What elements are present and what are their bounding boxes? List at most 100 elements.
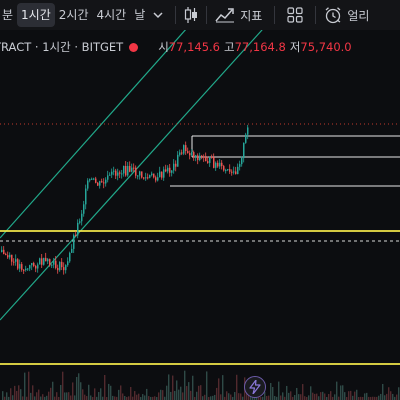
candle-body — [55, 260, 57, 268]
toolbar-divider — [274, 6, 276, 24]
volume-bar — [262, 396, 264, 400]
candle-body — [113, 170, 115, 172]
volume-bar — [198, 385, 200, 400]
volume-bar — [74, 395, 76, 400]
candle-body — [13, 261, 15, 263]
timeframe-4h[interactable]: 4시간 — [96, 8, 127, 22]
candle-body — [71, 248, 73, 253]
candle-body — [229, 169, 231, 172]
volume-bar — [94, 388, 96, 400]
volume-bar — [374, 396, 376, 400]
candle-body — [147, 177, 149, 179]
volume-bar — [162, 390, 164, 400]
top-toolbar: 분 1시간 2시간 4시간 날 지표 — [0, 0, 400, 30]
candle-body — [49, 259, 51, 266]
volume-bar — [370, 396, 372, 400]
volume-bar — [144, 395, 146, 400]
candle-body — [83, 204, 85, 214]
volume-bar — [218, 378, 220, 400]
volume-bar — [58, 396, 60, 400]
volume-bar — [394, 396, 396, 400]
candle-body — [61, 261, 63, 268]
volume-bar — [316, 393, 318, 400]
candle-body — [197, 155, 199, 161]
volume-bar — [212, 395, 214, 400]
volume-bar — [324, 393, 326, 400]
volume-bar — [4, 396, 6, 400]
volume-bar — [320, 392, 322, 400]
volume-bar — [12, 395, 14, 400]
volume-bar — [216, 387, 218, 400]
symbol-title[interactable]: TRACT · 1시간 · BITGET — [0, 40, 124, 54]
candle-body — [31, 262, 33, 266]
volume-bar — [356, 389, 358, 400]
volume-bar — [90, 395, 92, 400]
candle-body — [145, 177, 147, 179]
candle-body — [69, 252, 71, 262]
candle-body — [79, 221, 81, 223]
chevron-down-icon[interactable] — [149, 11, 167, 19]
volume-bar — [10, 388, 12, 400]
high-value: 77,164.8 — [234, 40, 286, 54]
candle-body — [101, 181, 103, 183]
candle-body — [193, 152, 195, 158]
candle-body — [211, 156, 213, 158]
volume-bar — [48, 391, 50, 400]
market-status-dot[interactable] — [129, 42, 139, 52]
timeframe-minute[interactable]: 분 — [2, 8, 14, 22]
candle-body — [161, 171, 163, 178]
volume-bar — [188, 382, 190, 400]
toolbar-divider — [175, 6, 177, 24]
volume-bar — [138, 393, 140, 400]
timeframe-day[interactable]: 날 — [134, 8, 146, 22]
lightning-icon[interactable] — [244, 376, 266, 398]
volume-bar — [368, 396, 370, 400]
candle-body — [157, 177, 159, 181]
volume-bar — [272, 386, 274, 400]
candle-body — [149, 175, 151, 178]
volume-bar — [310, 386, 312, 400]
candle-body — [93, 178, 95, 180]
volume-bar — [136, 394, 138, 400]
volume-bar — [112, 395, 114, 400]
volume-bar — [98, 392, 100, 400]
open-label: 시 — [158, 40, 169, 54]
alert-button[interactable]: 얼리 — [324, 6, 369, 24]
open-value: 77,145.6 — [168, 40, 220, 54]
timeframe-1h[interactable]: 1시간 — [17, 3, 55, 27]
candle-body — [247, 127, 249, 135]
channel-upper-line — [0, 0, 213, 239]
volume-bar — [350, 390, 352, 400]
volume-bar — [8, 396, 10, 400]
candle-body — [63, 267, 65, 271]
volume-bar — [282, 392, 284, 400]
candle-body — [207, 161, 209, 163]
candle-body — [205, 157, 207, 162]
volume-bar — [192, 375, 194, 400]
indicators-button[interactable]: 지표 — [215, 7, 262, 24]
candlestick-icon[interactable] — [184, 6, 198, 24]
candle-body — [57, 267, 59, 271]
candle-body — [139, 171, 141, 176]
volume-bar — [78, 373, 80, 400]
candle-body — [81, 213, 83, 222]
candle-body — [173, 163, 175, 171]
candle-body — [153, 173, 155, 178]
volume-bar — [16, 390, 18, 400]
candle-body — [131, 167, 133, 172]
volume-bar — [326, 397, 328, 400]
toolbar-divider — [315, 6, 317, 24]
timeframe-2h[interactable]: 2시간 — [58, 8, 89, 22]
candle-body — [43, 257, 45, 265]
volume-bar — [332, 396, 334, 400]
volume-bar — [156, 396, 158, 400]
candle-body — [99, 181, 101, 186]
volume-bar — [280, 395, 282, 400]
volume-bar — [314, 393, 316, 400]
volume-bar — [118, 389, 120, 400]
volume-bar — [46, 395, 48, 400]
candle-body — [187, 151, 189, 154]
volume-bar — [294, 395, 296, 400]
templates-icon[interactable] — [287, 7, 303, 23]
